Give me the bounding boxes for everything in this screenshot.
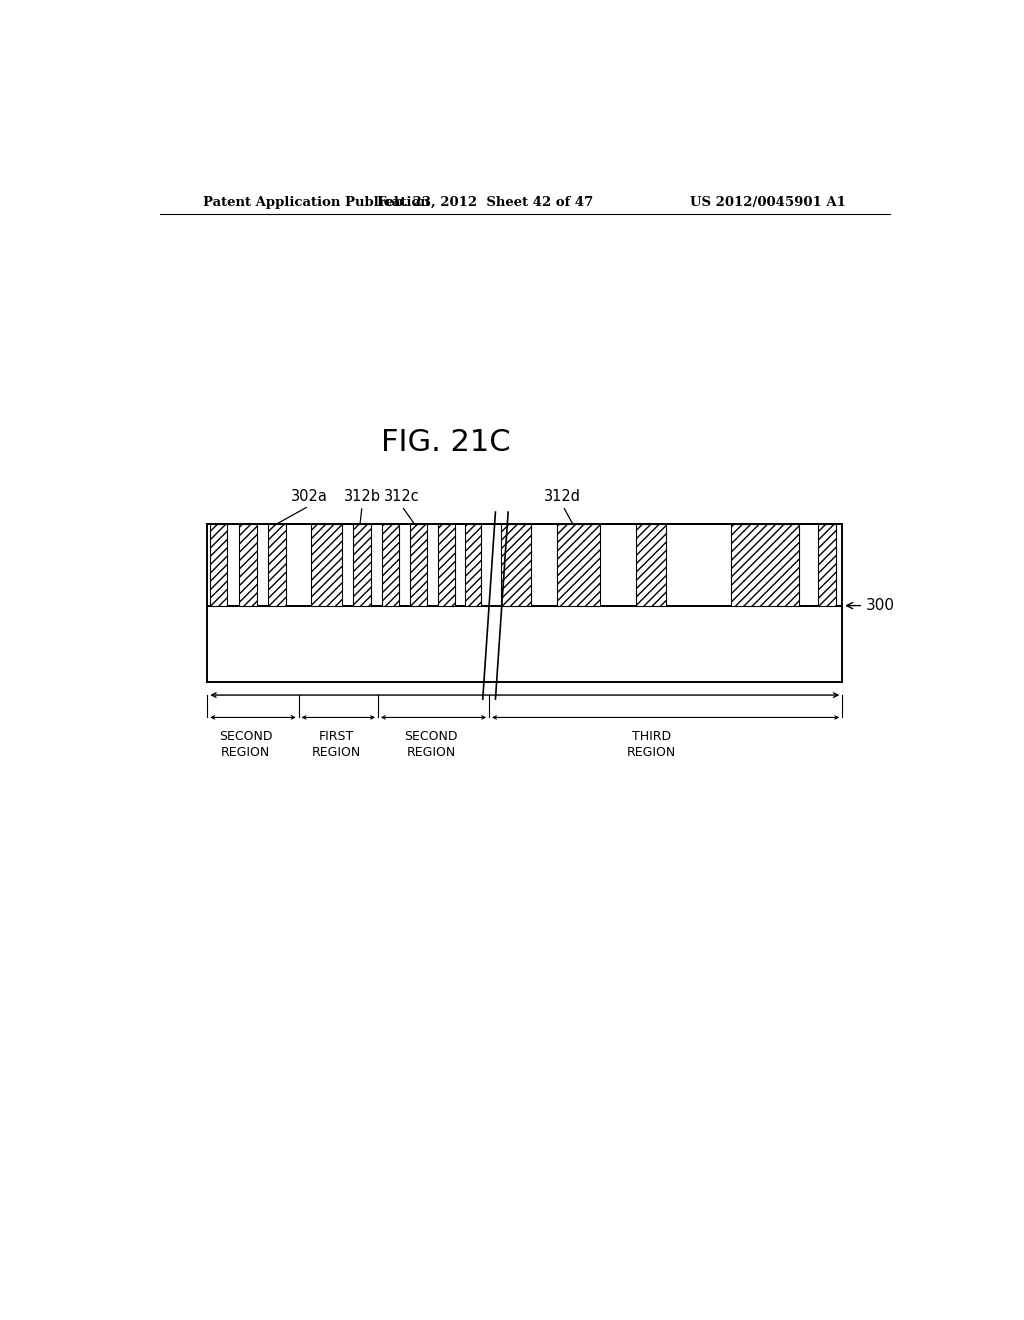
Bar (240, 524, 257, 606)
Bar (207, 524, 843, 606)
Text: 312b: 312b (344, 488, 381, 504)
Text: 312d: 312d (545, 488, 582, 504)
Bar (268, 524, 286, 606)
Bar (465, 524, 481, 606)
Text: SECOND
REGION: SECOND REGION (219, 730, 272, 759)
Bar (310, 524, 342, 606)
Text: FIG. 21C: FIG. 21C (381, 429, 510, 458)
Text: 312c: 312c (384, 488, 420, 504)
Bar (731, 524, 799, 606)
Bar (501, 524, 531, 606)
Bar (382, 524, 399, 606)
Bar (410, 524, 427, 606)
Bar (557, 524, 600, 606)
Text: FIRST
REGION: FIRST REGION (312, 730, 361, 759)
Bar (207, 606, 843, 682)
Text: SECOND
REGION: SECOND REGION (404, 730, 458, 759)
Text: 302a: 302a (291, 488, 328, 504)
Bar (353, 524, 371, 606)
Text: THIRD
REGION: THIRD REGION (627, 730, 677, 759)
Bar (818, 524, 836, 606)
Bar (210, 524, 227, 606)
Text: 300: 300 (847, 598, 895, 612)
Text: Patent Application Publication: Patent Application Publication (204, 195, 430, 209)
Text: US 2012/0045901 A1: US 2012/0045901 A1 (690, 195, 846, 209)
Bar (437, 524, 455, 606)
Text: Feb. 23, 2012  Sheet 42 of 47: Feb. 23, 2012 Sheet 42 of 47 (377, 195, 593, 209)
Bar (636, 524, 666, 606)
